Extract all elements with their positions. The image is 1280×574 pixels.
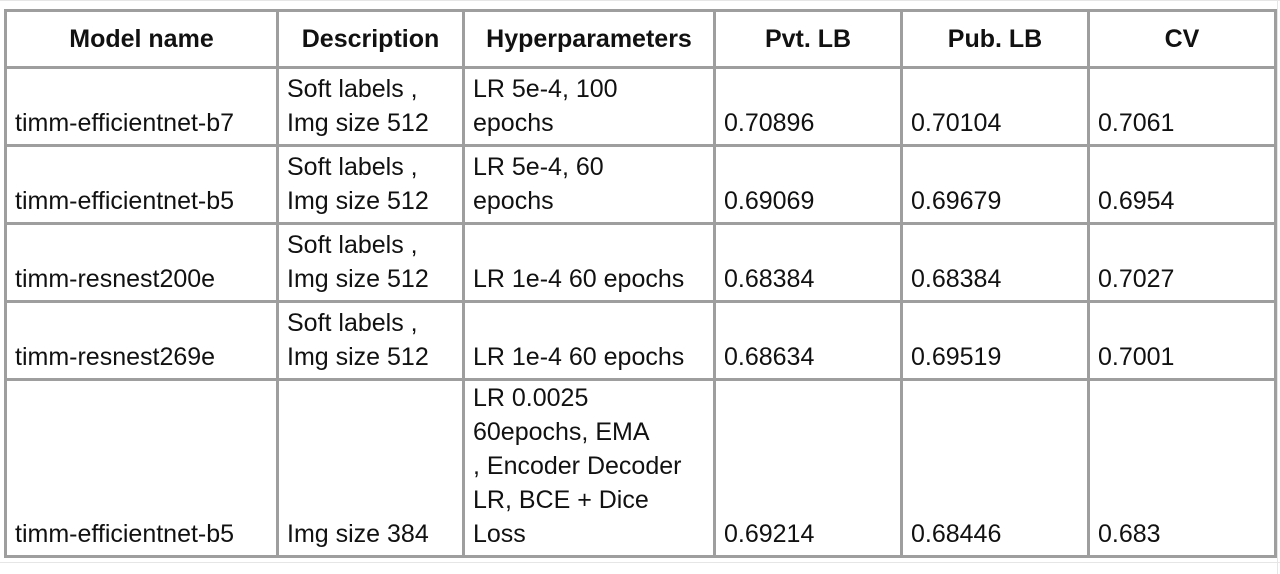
column-header: CV xyxy=(1087,9,1277,69)
cell-line: LR 5e-4, 100 xyxy=(473,75,618,103)
cell-line: 0.7027 xyxy=(1098,265,1175,293)
column-header: Pub. LB xyxy=(900,9,1090,69)
cell-line: Soft labels , xyxy=(287,309,418,337)
column-header: Pvt. LB xyxy=(713,9,903,69)
table-cell: LR 5e-4, 60 epochs xyxy=(462,144,716,225)
cell-line: 0.68446 xyxy=(911,520,1002,548)
table-cell: timm-resnest269e xyxy=(4,300,279,381)
table-cell: LR 1e-4 60 epochs xyxy=(462,222,716,303)
sheet-grid xyxy=(0,562,1280,563)
cell-line: 0.70104 xyxy=(911,109,1002,137)
cell-line: 0.7061 xyxy=(1098,109,1175,137)
table-cell: Soft labels , Img size 512 xyxy=(276,300,465,381)
table-cell: 0.70896 xyxy=(713,66,903,147)
table-cell: 0.7061 xyxy=(1087,66,1277,147)
sheet-grid xyxy=(1277,0,1278,574)
cell-line: 0.69069 xyxy=(724,187,815,215)
table-row: timm-efficientnet-b7 Soft labels , Img siz… xyxy=(4,66,1277,147)
cell-line: Soft labels , xyxy=(287,75,418,103)
cell-line: timm-resnest269e xyxy=(15,343,216,371)
cell-line: Img size 512 xyxy=(287,109,429,137)
table-cell: timm-efficientnet-b7 xyxy=(4,66,279,147)
table-cell: 0.68384 xyxy=(713,222,903,303)
table-body: timm-efficientnet-b7 Soft labels , Img siz… xyxy=(4,66,1277,558)
sheet-grid xyxy=(0,0,1280,1)
table-cell: 0.6954 xyxy=(1087,144,1277,225)
header-row: Model name Description Hyperparameters Pvt.… xyxy=(4,9,1277,69)
cell-line: epochs xyxy=(473,187,554,215)
cell-line: LR 1e-4 60 epochs xyxy=(473,343,685,371)
cell-line: 0.6954 xyxy=(1098,187,1175,215)
table-cell: 0.68384 xyxy=(900,222,1090,303)
table-cell: Soft labels , Img size 512 xyxy=(276,144,465,225)
table-cell: 0.70104 xyxy=(900,66,1090,147)
cell-line: 0.69519 xyxy=(911,343,1002,371)
column-header: Description xyxy=(276,9,465,69)
cell-line: 0.68384 xyxy=(911,265,1002,293)
cell-line: 0.70896 xyxy=(724,109,815,137)
table-cell: 0.69214 xyxy=(713,378,903,558)
cell-line: 60epochs, EMA xyxy=(473,418,650,446)
table-cell: Soft labels , Img size 512 xyxy=(276,66,465,147)
cell-line: Img size 384 xyxy=(287,520,429,548)
cell-line: Img size 512 xyxy=(287,343,429,371)
cell-line: Img size 512 xyxy=(287,187,429,215)
cell-line: , Encoder Decoder xyxy=(473,452,682,480)
table-cell: timm-efficientnet-b5 xyxy=(4,378,279,558)
table-row: timm-efficientnet-b5 Img size 384 LR 0.002… xyxy=(4,378,1277,558)
table-cell: LR 1e-4 60 epochs xyxy=(462,300,716,381)
cell-line: LR, BCE + Dice xyxy=(473,486,649,514)
table-cell: LR 5e-4, 100 epochs xyxy=(462,66,716,147)
cell-line: LR 5e-4, 60 xyxy=(473,153,604,181)
cell-line: timm-efficientnet-b5 xyxy=(15,520,235,548)
cell-line: 0.683 xyxy=(1098,520,1161,548)
table-cell: Img size 384 xyxy=(276,378,465,558)
cell-line: 0.69679 xyxy=(911,187,1002,215)
cell-line: Loss xyxy=(473,520,526,548)
cell-line: 0.68384 xyxy=(724,265,815,293)
table-cell: 0.7027 xyxy=(1087,222,1277,303)
cell-line: timm-efficientnet-b7 xyxy=(15,109,235,137)
results-table: Model name Description Hyperparameters Pvt.… xyxy=(4,9,1277,558)
table-cell: 0.68446 xyxy=(900,378,1090,558)
table-cell: 0.69519 xyxy=(900,300,1090,381)
table-cell: 0.7001 xyxy=(1087,300,1277,381)
table-row: timm-resnest200e Soft labels , Img size 51… xyxy=(4,222,1277,303)
table-cell: 0.683 xyxy=(1087,378,1277,558)
table-cell: 0.69679 xyxy=(900,144,1090,225)
cell-line: Soft labels , xyxy=(287,153,418,181)
cell-line: Img size 512 xyxy=(287,265,429,293)
cell-line: 0.69214 xyxy=(724,520,815,548)
table-cell: LR 0.0025 60epochs, EMA , Encoder Decoder L… xyxy=(462,378,716,558)
table-row: timm-resnest269e Soft labels , Img size 51… xyxy=(4,300,1277,381)
table-cell: Soft labels , Img size 512 xyxy=(276,222,465,303)
table-row: timm-efficientnet-b5 Soft labels , Img siz… xyxy=(4,144,1277,225)
column-header: Model name xyxy=(4,9,279,69)
table-cell: timm-resnest200e xyxy=(4,222,279,303)
table-cell: timm-efficientnet-b5 xyxy=(4,144,279,225)
cell-line: timm-resnest200e xyxy=(15,265,216,293)
cell-line: Soft labels , xyxy=(287,231,418,259)
cell-line: timm-efficientnet-b5 xyxy=(15,187,235,215)
table-cell: 0.68634 xyxy=(713,300,903,381)
cell-line: 0.7001 xyxy=(1098,343,1175,371)
table-cell: 0.69069 xyxy=(713,144,903,225)
column-header: Hyperparameters xyxy=(462,9,716,69)
cell-line: LR 1e-4 60 epochs xyxy=(473,265,685,293)
cell-line: epochs xyxy=(473,109,554,137)
cell-line: 0.68634 xyxy=(724,343,815,371)
cell-line: LR 0.0025 xyxy=(473,384,589,412)
